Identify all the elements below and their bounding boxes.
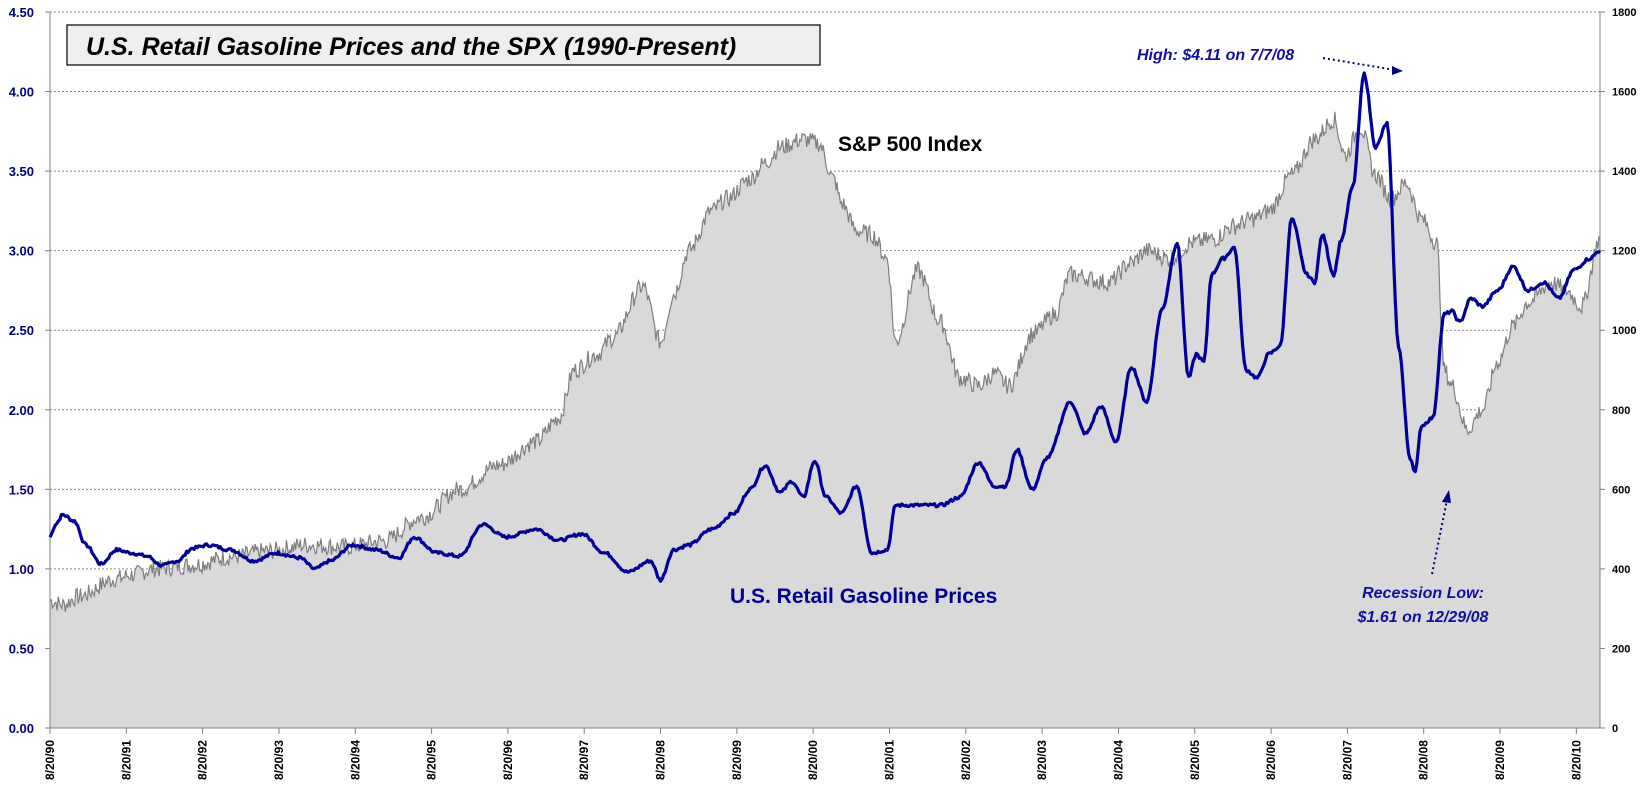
x-tick-label: 8/20/95 [425, 740, 439, 780]
left-tick-label: 3.00 [9, 244, 34, 259]
right-axis-ticks: 0 200 400 600 800 1000 1200 1400 1600 1800 [1600, 7, 1636, 735]
gas-series-label: U.S. Retail Gasoline Prices [730, 585, 997, 608]
right-tick-label: 1600 [1612, 87, 1636, 99]
x-tick-label: 8/20/00 [806, 740, 820, 780]
right-tick-label: 1400 [1612, 166, 1636, 178]
x-tick-label: 8/20/05 [1188, 740, 1202, 780]
gas-line [48, 71, 1602, 583]
x-tick-label: 8/20/98 [654, 740, 668, 780]
x-tick-label: 8/20/96 [501, 740, 515, 780]
high-annotation-arrow [1322, 57, 1396, 71]
x-tick-label: 8/20/99 [730, 740, 744, 780]
right-tick-label: 600 [1612, 484, 1630, 496]
right-tick-label: 400 [1612, 564, 1630, 576]
spx-series-label: S&P 500 Index [838, 133, 983, 156]
right-tick-label: 1000 [1612, 325, 1636, 337]
x-tick-label: 8/20/03 [1035, 740, 1049, 780]
left-tick-label: 1.50 [9, 482, 34, 497]
left-tick-label: 4.50 [9, 5, 34, 20]
x-tick-label: 8/20/01 [882, 740, 896, 780]
x-tick-label: 8/20/09 [1493, 740, 1507, 780]
low-annotation: Recession Low: $1.61 on 12/29/08 [1357, 490, 1489, 626]
low-annotation-line1: Recession Low: [1362, 585, 1484, 602]
right-tick-label: 1200 [1612, 246, 1636, 258]
axes [49, 12, 1601, 729]
left-axis-ticks: 0.00 0.50 1.00 1.50 2.00 2.50 3.00 3.50 4.00 4.50 [9, 5, 50, 736]
x-tick-label: 8/20/08 [1417, 740, 1431, 780]
right-tick-label: 1800 [1612, 7, 1636, 19]
left-tick-label: 1.00 [9, 562, 34, 577]
high-annotation-text: High: $4.11 on 7/7/08 [1137, 47, 1294, 64]
spx-area [50, 111, 1600, 729]
right-tick-label: 800 [1612, 405, 1630, 417]
x-tick-label: 8/20/93 [272, 740, 286, 780]
left-tick-label: 0.50 [9, 641, 34, 656]
x-tick-label: 8/20/07 [1340, 740, 1354, 780]
x-tick-label: 8/20/10 [1569, 740, 1583, 780]
low-arrowhead-icon [1442, 490, 1451, 503]
chart-title: U.S. Retail Gasoline Prices and the SPX … [86, 33, 736, 61]
left-tick-label: 0.00 [9, 721, 34, 736]
left-tick-label: 2.50 [9, 323, 34, 338]
x-tick-label: 8/20/02 [959, 740, 973, 780]
x-axis-ticks: 8/20/90 8/20/91 8/20/92 8/20/93 8/20/94 8/20/… [43, 728, 1583, 780]
chart-title-box: U.S. Retail Gasoline Prices and the SPX … [66, 24, 821, 66]
low-annotation-line2: $1.61 on 12/29/08 [1357, 609, 1489, 626]
left-tick-label: 2.00 [9, 403, 34, 418]
x-tick-label: 8/20/92 [196, 740, 210, 780]
left-tick-label: 3.50 [9, 164, 34, 179]
x-tick-label: 8/20/04 [1111, 740, 1125, 780]
high-annotation: High: $4.11 on 7/7/08 [1137, 47, 1403, 75]
x-tick-label: 8/20/94 [348, 740, 362, 780]
x-tick-label: 8/20/91 [119, 740, 133, 780]
spx-line [49, 111, 1601, 612]
right-tick-label: 200 [1612, 643, 1630, 655]
x-tick-label: 8/20/90 [43, 740, 57, 780]
x-tick-label: 8/20/06 [1264, 740, 1278, 780]
right-tick-label: 0 [1612, 723, 1618, 735]
high-arrowhead-icon [1392, 66, 1403, 75]
left-tick-label: 4.00 [9, 85, 34, 100]
x-tick-label: 8/20/97 [577, 740, 591, 780]
